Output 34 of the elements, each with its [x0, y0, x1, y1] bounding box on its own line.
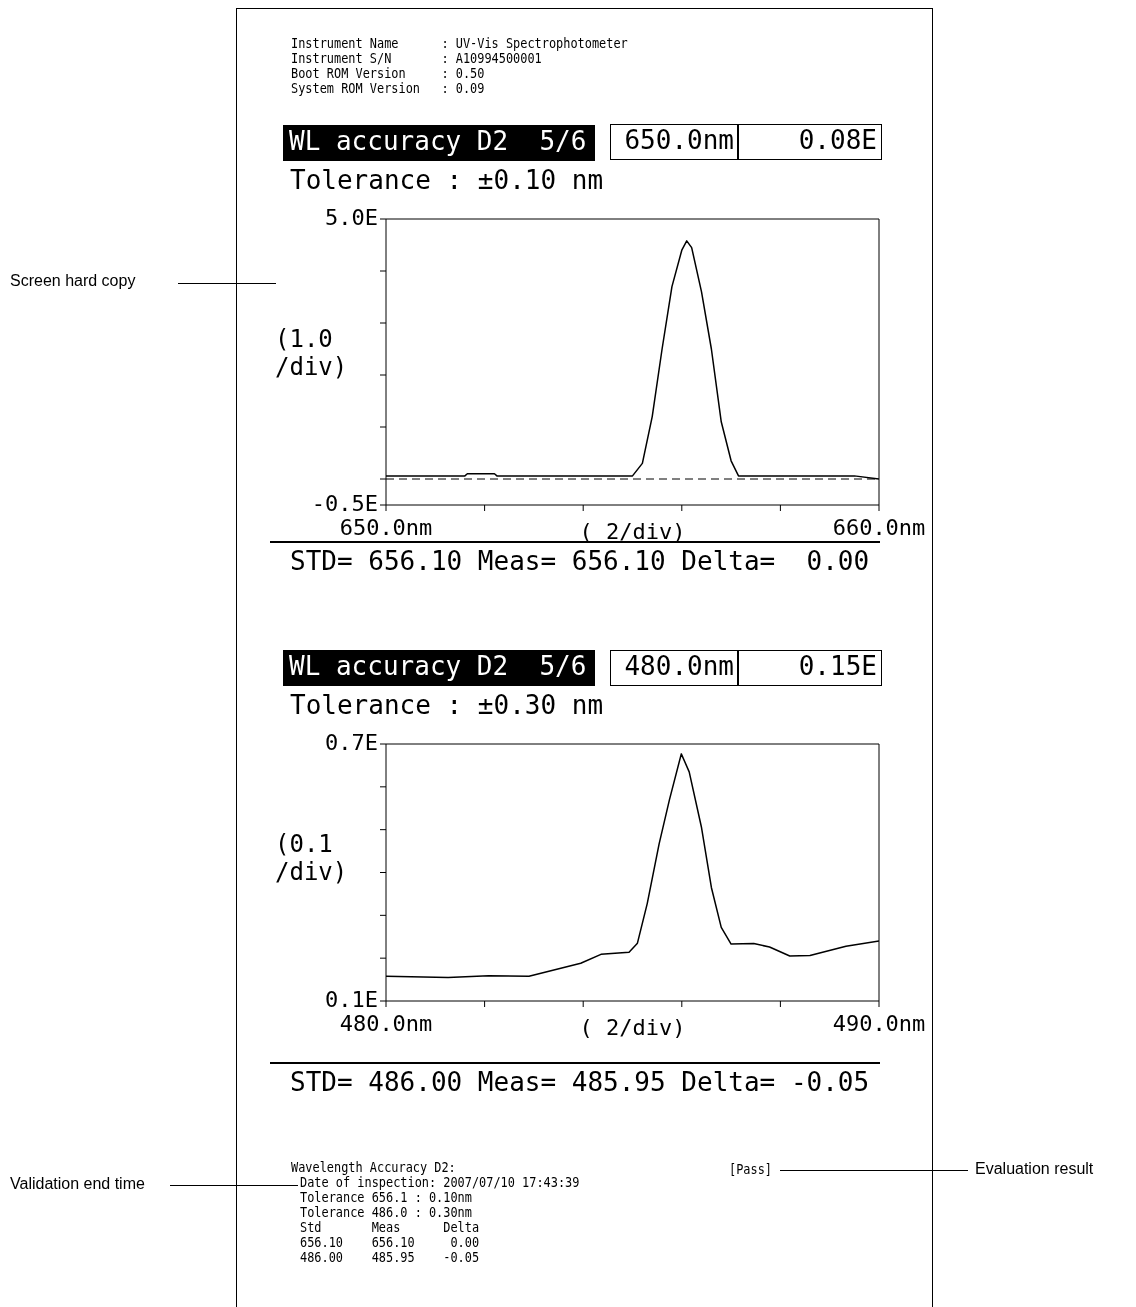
text: [Pass]: [729, 1161, 772, 1177]
text: Validation end time: [10, 1175, 145, 1193]
y-tick-label: 0.1E: [325, 986, 378, 1012]
chart-subtitle: Tolerance : ±0.30 nm: [290, 690, 604, 720]
text: 0.08E: [798, 125, 877, 155]
y-axis-title: (0.1 /div): [275, 830, 349, 886]
text: 480.0nm: [624, 651, 734, 681]
text: System ROM Version : 0.09: [291, 80, 485, 96]
x-tick-label: 490.0nm: [832, 1010, 926, 1036]
text: 486.00 485.95 -0.05: [300, 1249, 480, 1265]
x-axis-title: ( 2/div): [579, 1015, 686, 1040]
text: Instrument Name : UV-Vis Spectrophotometer: [291, 35, 628, 51]
text: 0.15E: [798, 651, 877, 681]
chart-title: WL accuracy D2 5/6: [289, 126, 587, 156]
text: Instrument S/N : A10994500001: [291, 50, 542, 66]
y-tick-label: 5.0E: [325, 204, 378, 230]
text: 656.10 656.10 0.00: [300, 1234, 480, 1250]
text: Screen hard copy: [10, 272, 136, 290]
text: STD= 656.10 Meas= 656.10 Delta= 0.00: [290, 546, 870, 576]
text: Tolerance 656.1 : 0.10nm: [300, 1189, 472, 1205]
text: STD= 486.00 Meas= 485.95 Delta= -0.05: [290, 1067, 870, 1097]
text: 650.0nm: [624, 125, 734, 155]
text: Evaluation result: [975, 1160, 1094, 1178]
y-axis-title: (1.0 /div): [275, 325, 349, 381]
text: Tolerance 486.0 : 0.30nm: [300, 1204, 472, 1220]
text: Std Meas Delta: [300, 1219, 480, 1235]
text: Date of inspection: 2007/07/10 17:43:39: [300, 1174, 580, 1190]
chart-subtitle: Tolerance : ±0.10 nm: [290, 165, 604, 195]
y-tick-label: 0.7E: [325, 729, 378, 755]
text: Wavelength Accuracy D2:: [291, 1159, 456, 1175]
y-tick-label: -0.5E: [311, 490, 378, 516]
text: Boot ROM Version : 0.50: [291, 65, 485, 81]
chart-title: WL accuracy D2 5/6: [289, 651, 587, 681]
x-tick-label: 660.0nm: [832, 514, 926, 540]
